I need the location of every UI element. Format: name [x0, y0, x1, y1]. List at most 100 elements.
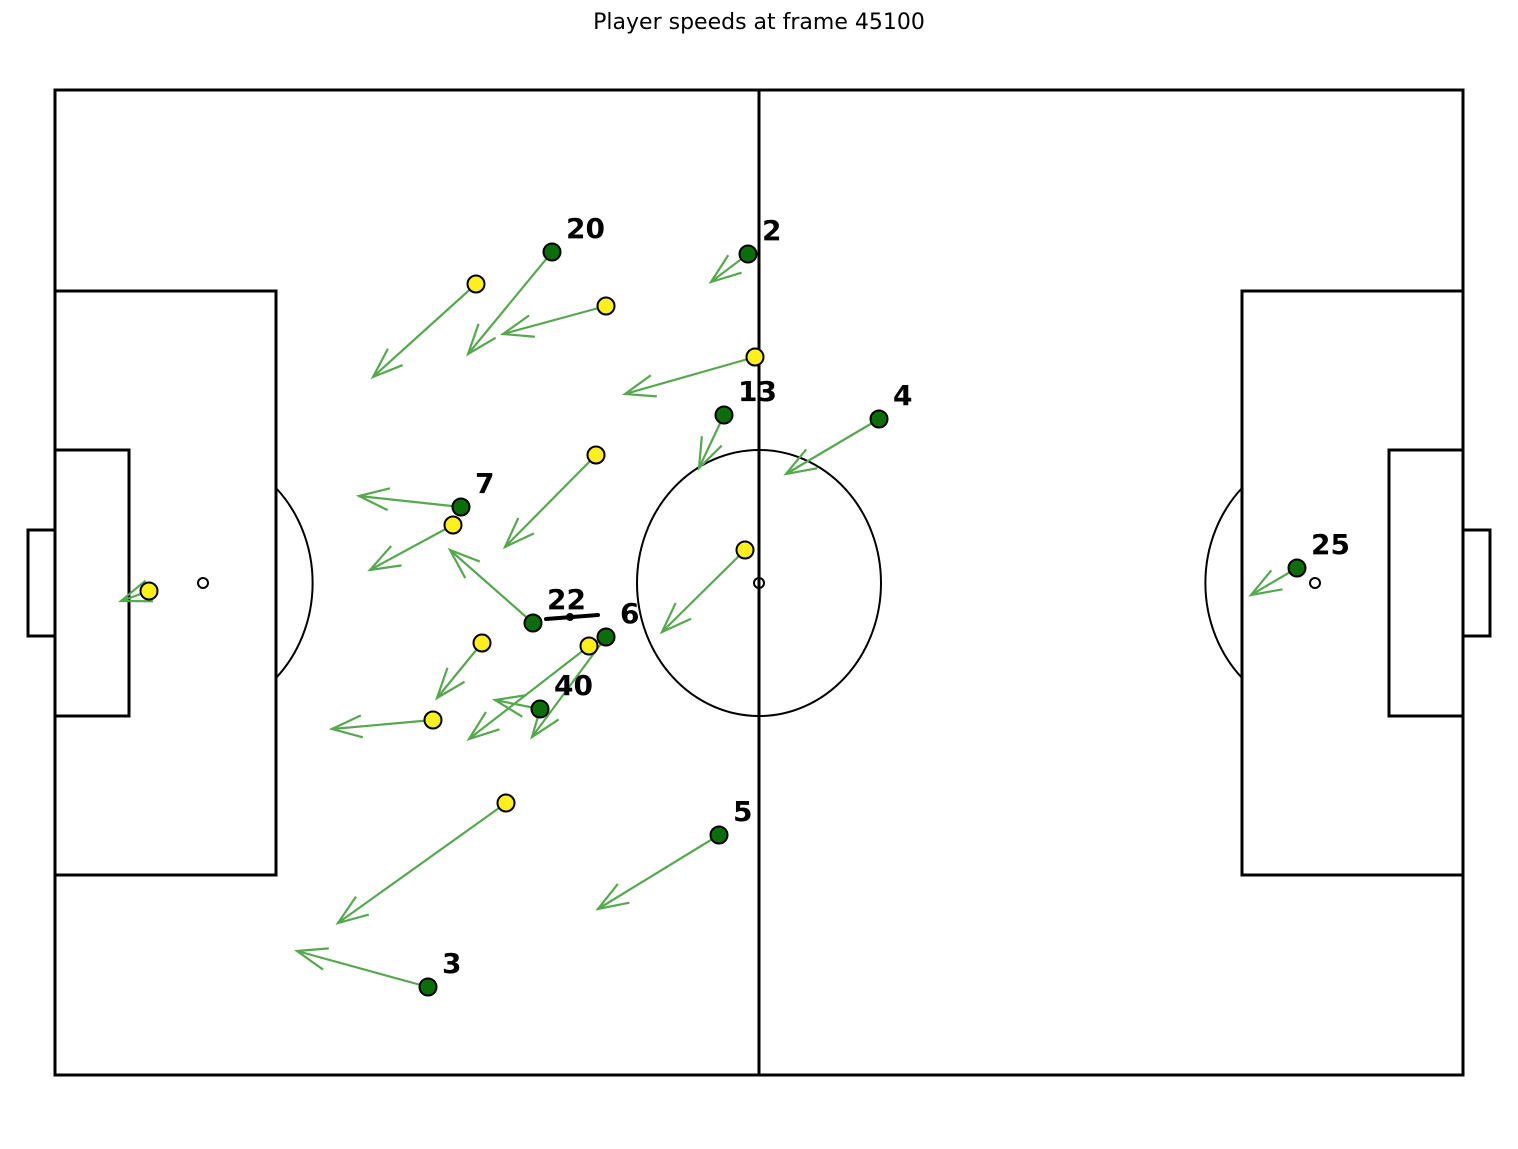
home-velocity-arrow-5-shaft — [597, 834, 720, 910]
away-velocity-arrow-5-shaft — [369, 524, 454, 571]
home-player-number-3: 3 — [442, 947, 461, 980]
home-velocity-arrow-4-shaft — [785, 418, 880, 475]
away-velocity-arrow-1 — [370, 283, 477, 380]
home-velocity-arrow-3 — [293, 947, 429, 989]
home-velocity-arrow-7-shaft — [358, 494, 462, 509]
home-velocity-arrow-2-head — [708, 254, 742, 284]
ball-group — [544, 613, 600, 621]
away-velocity-arrow-8 — [434, 642, 483, 701]
away-velocity-arrow-4 — [502, 454, 597, 550]
ball-marker — [566, 613, 574, 621]
right-six-yard-box — [1387, 448, 1465, 718]
chart-title: Player speeds at frame 45100 — [593, 10, 925, 35]
right-penalty-spot — [1309, 577, 1321, 589]
right-penalty-box — [1240, 289, 1465, 877]
away-player-marker-9 — [579, 636, 599, 656]
home-velocity-arrow-4-head — [783, 448, 818, 476]
home-player-marker-6 — [596, 627, 616, 647]
away-velocity-arrow-10 — [328, 714, 434, 739]
home-player-number-4: 4 — [893, 379, 912, 412]
home-player-number-2: 2 — [762, 214, 781, 247]
away-velocity-arrow-3 — [621, 355, 756, 398]
home-velocity-arrow-25-head — [1248, 569, 1283, 597]
home-velocity-arrow-5-head — [595, 883, 630, 911]
home-velocity-arrow-22 — [447, 547, 534, 624]
home-player-marker-3 — [418, 977, 438, 997]
away-velocity-arrow-5 — [367, 524, 454, 572]
home-velocity-arrow-22-shaft — [449, 549, 534, 624]
away-velocity-arrow-2 — [499, 304, 607, 338]
right-penalty-arc — [1204, 487, 1243, 679]
away-velocity-arrow-6 — [659, 549, 746, 635]
home-velocity-arrow-20-shaft — [467, 251, 553, 355]
home-player-marker-40 — [530, 699, 550, 719]
home-velocity-arrow-4 — [783, 418, 880, 476]
home-player-marker-25 — [1287, 558, 1307, 578]
home-player-marker-22 — [523, 613, 543, 633]
away-player-marker-7 — [139, 581, 159, 601]
away-velocity-arrow-11-shaft — [337, 802, 507, 924]
away-player-marker-2 — [596, 296, 616, 316]
away-player-marker-4 — [586, 445, 606, 465]
home-velocity-arrow-13 — [697, 414, 725, 471]
home-velocity-arrow-3-shaft — [296, 949, 429, 989]
home-player-number-40: 40 — [554, 669, 593, 702]
away-player-marker-10 — [423, 710, 443, 730]
left-penalty-box — [53, 289, 278, 877]
left-goal — [26, 528, 57, 638]
away-velocity-arrow-6-shaft — [661, 549, 746, 633]
pitch-lines — [26, 88, 1492, 1077]
away-velocity-arrow-8-head — [434, 667, 466, 701]
away-velocity-arrow-11 — [335, 802, 507, 925]
away-player-marker-5 — [443, 515, 463, 535]
away-velocity-arrow-1-head — [370, 348, 404, 380]
away-player-marker-6 — [735, 540, 755, 560]
player-markers — [139, 242, 1307, 997]
home-velocity-arrow-40-head — [491, 694, 527, 718]
home-velocity-arrow-7 — [355, 487, 462, 512]
home-velocity-arrow-20 — [465, 251, 553, 357]
home-player-marker-5 — [709, 825, 729, 845]
home-player-number-22: 22 — [547, 583, 586, 616]
away-velocity-arrow-9 — [466, 645, 590, 741]
away-velocity-arrow-3-head — [621, 374, 657, 398]
home-velocity-arrow-22-head — [447, 547, 481, 579]
home-velocity-arrow-3-head — [293, 947, 329, 971]
away-player-marker-1 — [466, 274, 486, 294]
home-player-marker-13 — [714, 405, 734, 425]
home-player-number-7: 7 — [475, 467, 494, 500]
home-velocity-arrow-13-shaft — [698, 414, 725, 469]
away-velocity-arrow-4-shaft — [504, 454, 597, 548]
home-player-number-13: 13 — [738, 375, 777, 408]
away-velocity-arrow-10-head — [328, 714, 364, 739]
away-velocity-arrow-9-head — [466, 711, 500, 741]
away-player-marker-3 — [745, 347, 765, 367]
away-player-marker-11 — [496, 793, 516, 813]
away-velocity-arrow-2-shaft — [502, 304, 607, 336]
away-velocity-arrow-8-shaft — [436, 642, 483, 699]
center-spot — [753, 577, 765, 589]
home-velocity-arrow-5 — [595, 834, 720, 911]
home-player-marker-20 — [542, 242, 562, 262]
away-velocity-arrow-5-head — [367, 545, 402, 572]
center-circle — [636, 449, 882, 717]
home-velocity-arrow-13-head — [697, 436, 723, 471]
left-penalty-arc — [275, 487, 314, 679]
home-player-marker-7 — [451, 497, 471, 517]
home-player-number-5: 5 — [733, 795, 752, 828]
player-number-labels: 20 2 13 4 7 22 6 40 5 3 25 — [442, 212, 1350, 980]
home-player-number-25: 25 — [1311, 528, 1350, 561]
velocity-arrows — [117, 251, 1298, 989]
away-velocity-arrow-11-head — [335, 895, 370, 925]
home-velocity-arrow-20-head — [465, 323, 497, 357]
away-velocity-arrow-9-shaft — [468, 645, 590, 740]
home-player-marker-4 — [869, 409, 889, 429]
away-velocity-arrow-1-shaft — [372, 283, 477, 378]
home-player-marker-2 — [738, 244, 758, 264]
home-player-number-20: 20 — [566, 212, 605, 245]
right-goal — [1461, 528, 1492, 638]
away-player-marker-8 — [472, 633, 492, 653]
left-six-yard-box — [53, 448, 131, 718]
away-velocity-arrow-10-shaft — [331, 718, 434, 731]
